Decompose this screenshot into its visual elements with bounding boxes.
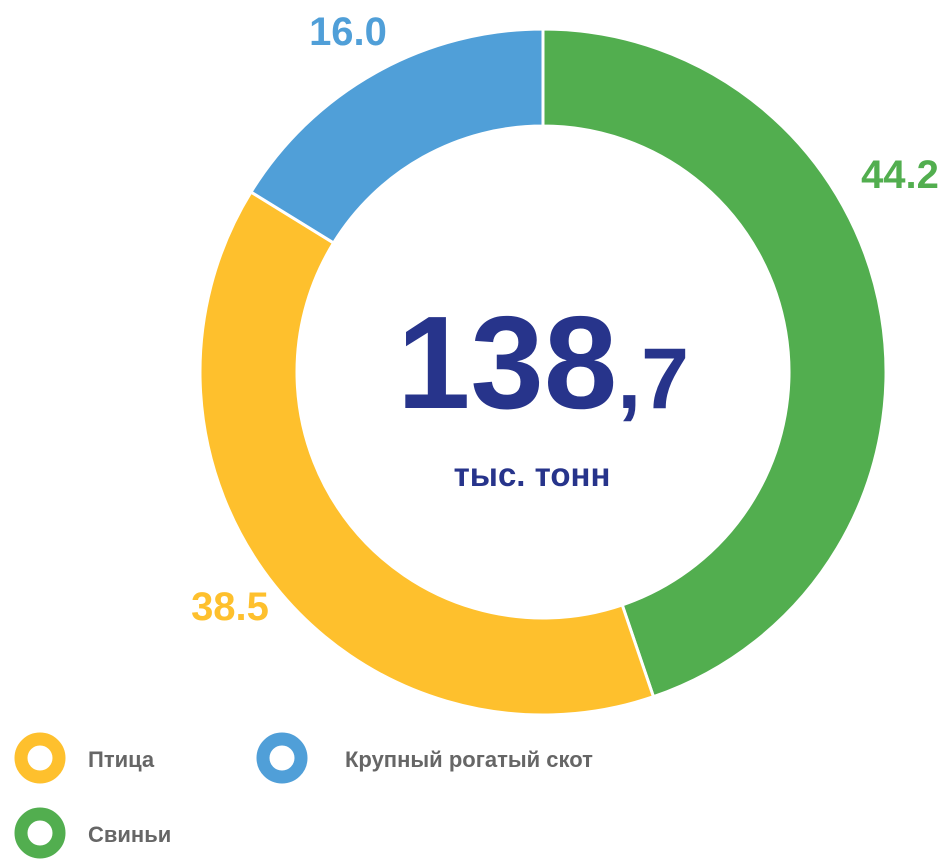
legend-label: Крупный рогатый скот	[345, 747, 593, 772]
center-decimal: ,7	[617, 331, 689, 427]
center-main: 138	[397, 289, 617, 436]
value-label: 44.2	[861, 153, 939, 197]
value-label: 38.5	[191, 585, 269, 629]
legend-label: Птица	[88, 747, 155, 772]
legend-label: Свиньи	[88, 822, 171, 847]
legend-swatch	[14, 732, 66, 784]
donut-slice	[248, 27, 545, 246]
donut-slice	[198, 189, 656, 717]
donut-slice	[541, 27, 888, 699]
center-unit: тыс. тонн	[454, 456, 611, 493]
legend-swatch	[14, 807, 66, 859]
legend-swatch	[256, 732, 308, 784]
value-label: 16.0	[309, 10, 387, 54]
center-value: 138,7	[397, 289, 689, 436]
